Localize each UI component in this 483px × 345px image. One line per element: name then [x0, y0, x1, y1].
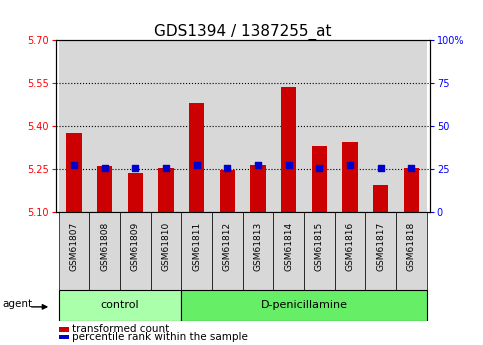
- Bar: [404, 168, 419, 212]
- Bar: [212, 212, 243, 290]
- Point: [193, 162, 200, 167]
- Text: GSM61812: GSM61812: [223, 221, 232, 270]
- Point: [162, 165, 170, 170]
- Bar: [181, 40, 212, 212]
- Bar: [373, 185, 388, 212]
- Bar: [335, 40, 366, 212]
- Text: GSM61813: GSM61813: [254, 221, 263, 271]
- Bar: [89, 40, 120, 212]
- Bar: [120, 212, 151, 290]
- Bar: [120, 40, 151, 212]
- Bar: [243, 212, 273, 290]
- Text: D-penicillamine: D-penicillamine: [260, 300, 348, 310]
- Bar: [273, 40, 304, 212]
- Text: transformed count: transformed count: [72, 324, 170, 334]
- Bar: [250, 165, 266, 212]
- Text: GSM61817: GSM61817: [376, 221, 385, 271]
- Text: control: control: [100, 300, 139, 310]
- Point: [70, 162, 78, 167]
- Title: GDS1394 / 1387255_at: GDS1394 / 1387255_at: [154, 23, 331, 40]
- Bar: [66, 133, 82, 212]
- Text: agent: agent: [3, 299, 33, 309]
- Text: GSM61811: GSM61811: [192, 221, 201, 271]
- Text: GSM61814: GSM61814: [284, 221, 293, 270]
- Bar: [59, 335, 69, 339]
- Bar: [366, 212, 396, 290]
- Bar: [304, 40, 335, 212]
- Point: [131, 165, 139, 170]
- Bar: [181, 290, 427, 321]
- Point: [346, 162, 354, 167]
- Bar: [59, 327, 69, 332]
- Text: GSM61815: GSM61815: [315, 221, 324, 271]
- Bar: [58, 40, 89, 212]
- Text: percentile rank within the sample: percentile rank within the sample: [72, 332, 248, 342]
- Bar: [304, 212, 335, 290]
- Bar: [342, 142, 358, 212]
- Text: GSM61808: GSM61808: [100, 221, 109, 271]
- Bar: [335, 212, 366, 290]
- Bar: [151, 40, 181, 212]
- Bar: [158, 168, 174, 212]
- Point: [224, 165, 231, 170]
- Point: [377, 165, 384, 170]
- Text: GSM61816: GSM61816: [346, 221, 355, 271]
- Bar: [189, 103, 204, 212]
- Bar: [281, 87, 297, 212]
- Bar: [128, 173, 143, 212]
- Point: [408, 165, 415, 170]
- Point: [315, 165, 323, 170]
- Bar: [97, 166, 113, 212]
- Bar: [366, 40, 396, 212]
- Bar: [396, 40, 427, 212]
- Bar: [151, 212, 181, 290]
- Point: [101, 165, 109, 170]
- Text: GSM61809: GSM61809: [131, 221, 140, 271]
- Bar: [312, 146, 327, 212]
- Bar: [181, 212, 212, 290]
- Text: GSM61818: GSM61818: [407, 221, 416, 271]
- Bar: [243, 40, 273, 212]
- Bar: [89, 212, 120, 290]
- Text: GSM61807: GSM61807: [70, 221, 78, 271]
- Bar: [396, 212, 427, 290]
- Point: [285, 162, 293, 167]
- Bar: [58, 212, 89, 290]
- Text: GSM61810: GSM61810: [161, 221, 170, 271]
- Bar: [273, 212, 304, 290]
- Bar: [58, 290, 181, 321]
- Bar: [220, 170, 235, 212]
- Point: [254, 162, 262, 167]
- Bar: [212, 40, 243, 212]
